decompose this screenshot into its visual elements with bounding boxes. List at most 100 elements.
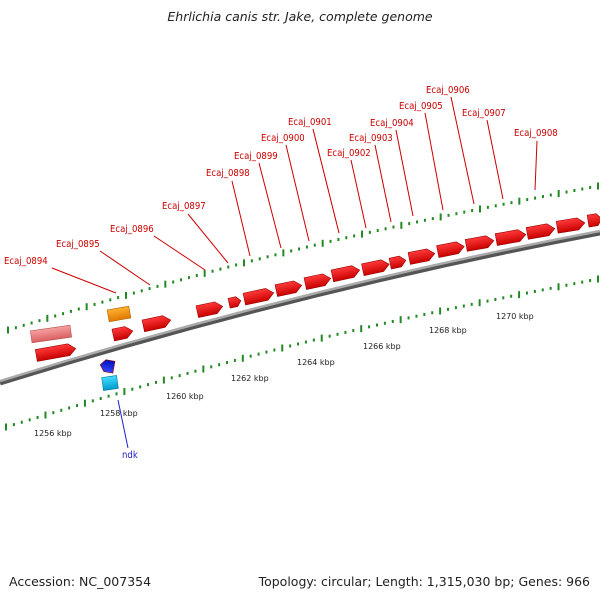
tick-mark [290, 249, 293, 253]
tick-mark [407, 316, 410, 320]
tick-mark [415, 314, 418, 318]
scale-label: 1256 kbp [34, 429, 72, 438]
tick-mark [313, 243, 316, 247]
label-ecaj-0905: Ecaj_0905 [399, 101, 443, 112]
tick-mark [281, 344, 284, 352]
tick-mark [69, 309, 72, 313]
label-ecaj-0901: Ecaj_0901 [288, 117, 332, 128]
tick-mark [344, 330, 347, 334]
reverse-gene-box [30, 324, 72, 344]
tick-mark [243, 259, 245, 267]
forward-gene-arrow [586, 213, 600, 228]
tick-mark [392, 225, 395, 229]
tick-mark [471, 209, 474, 213]
leader-line [450, 96, 475, 205]
tick-mark [494, 204, 497, 208]
tick-mark [510, 294, 513, 298]
label-ecaj-0907: Ecaj_0907 [462, 108, 506, 119]
tick-mark [408, 222, 411, 226]
label-ecaj-0906: Ecaj_0906 [426, 85, 470, 96]
gene-box-shape [30, 324, 72, 344]
leader-line [117, 399, 129, 449]
backbone [0, 229, 600, 383]
tick-mark [235, 263, 238, 267]
tick-mark [109, 298, 112, 302]
gene-box-shape [106, 305, 132, 323]
tick-mark [375, 323, 378, 327]
tick-mark [83, 399, 86, 407]
label-ecaj-0903: Ecaj_0903 [349, 133, 393, 144]
gene-arrow-shape [141, 315, 172, 333]
tick-mark [7, 326, 9, 334]
forward-gene-arrow [494, 229, 527, 246]
tick-mark [581, 187, 584, 191]
tick-mark [123, 388, 126, 396]
tick-mark [210, 365, 213, 369]
tick-mark [170, 376, 173, 380]
scale-label: 1268 kbp [429, 326, 467, 335]
gene-arrow-shape [361, 259, 390, 277]
tick-mark [376, 229, 379, 233]
tick-mark [218, 363, 221, 367]
tick-mark [91, 399, 94, 403]
tick-mark [470, 302, 473, 306]
tick-mark [241, 354, 244, 362]
tick-mark [533, 289, 536, 293]
tick-mark [52, 411, 55, 415]
label-ndk: ndk [122, 450, 138, 461]
leader-line [231, 180, 251, 257]
leader-line [312, 128, 340, 234]
gene-arrow-shape [407, 248, 436, 265]
scale-tick-row [5, 275, 599, 431]
tick-mark [447, 213, 450, 217]
gene-arrow-shape [388, 255, 407, 270]
tick-mark [258, 257, 261, 261]
tick-mark [557, 283, 560, 291]
tick-mark [439, 213, 442, 221]
tick-mark [233, 358, 236, 362]
gene-arrow-shape [464, 235, 495, 252]
forward-gene-arrow [436, 241, 465, 258]
tick-mark [139, 385, 142, 389]
tick-mark [187, 276, 190, 280]
tick-mark [99, 397, 102, 401]
tick-mark [304, 340, 307, 344]
tick-mark [400, 221, 403, 229]
label-ecaj-0900: Ecaj_0900 [261, 133, 305, 144]
forward-gene-arrow [242, 288, 275, 306]
tick-mark [321, 239, 324, 247]
tick-mark [85, 303, 88, 311]
tick-mark [336, 332, 339, 336]
tick-mark [178, 374, 181, 378]
tick-mark [447, 307, 450, 311]
tick-mark [28, 418, 31, 422]
tick-mark [431, 311, 434, 315]
gene-arrow-shape [330, 265, 361, 283]
tick-mark [391, 319, 394, 323]
leader-line [374, 144, 392, 223]
tick-mark [5, 423, 7, 431]
tick-mark [148, 287, 151, 291]
tick-mark [60, 408, 63, 412]
accession-text: Accession: NC_007354 [9, 574, 152, 589]
tick-mark [249, 354, 252, 358]
tick-mark [298, 247, 301, 251]
forward-gene-arrow [464, 235, 495, 252]
tick-mark [431, 217, 434, 221]
forward-gene-arrow [525, 223, 556, 240]
tick-mark [510, 201, 513, 205]
backbone-shadow [0, 230, 600, 386]
tick-mark [227, 265, 230, 269]
tick-mark [353, 234, 356, 238]
tick-mark [423, 312, 426, 316]
leader-line [258, 162, 282, 249]
scale-label: 1262 kbp [231, 374, 269, 383]
tick-mark [360, 325, 363, 333]
tick-mark [195, 273, 198, 277]
tick-mark [368, 230, 371, 234]
tick-mark [273, 348, 276, 352]
tick-mark [337, 238, 340, 242]
label-ecaj-0899: Ecaj_0899 [234, 151, 278, 162]
label-ecaj-0904: Ecaj_0904 [370, 118, 414, 129]
